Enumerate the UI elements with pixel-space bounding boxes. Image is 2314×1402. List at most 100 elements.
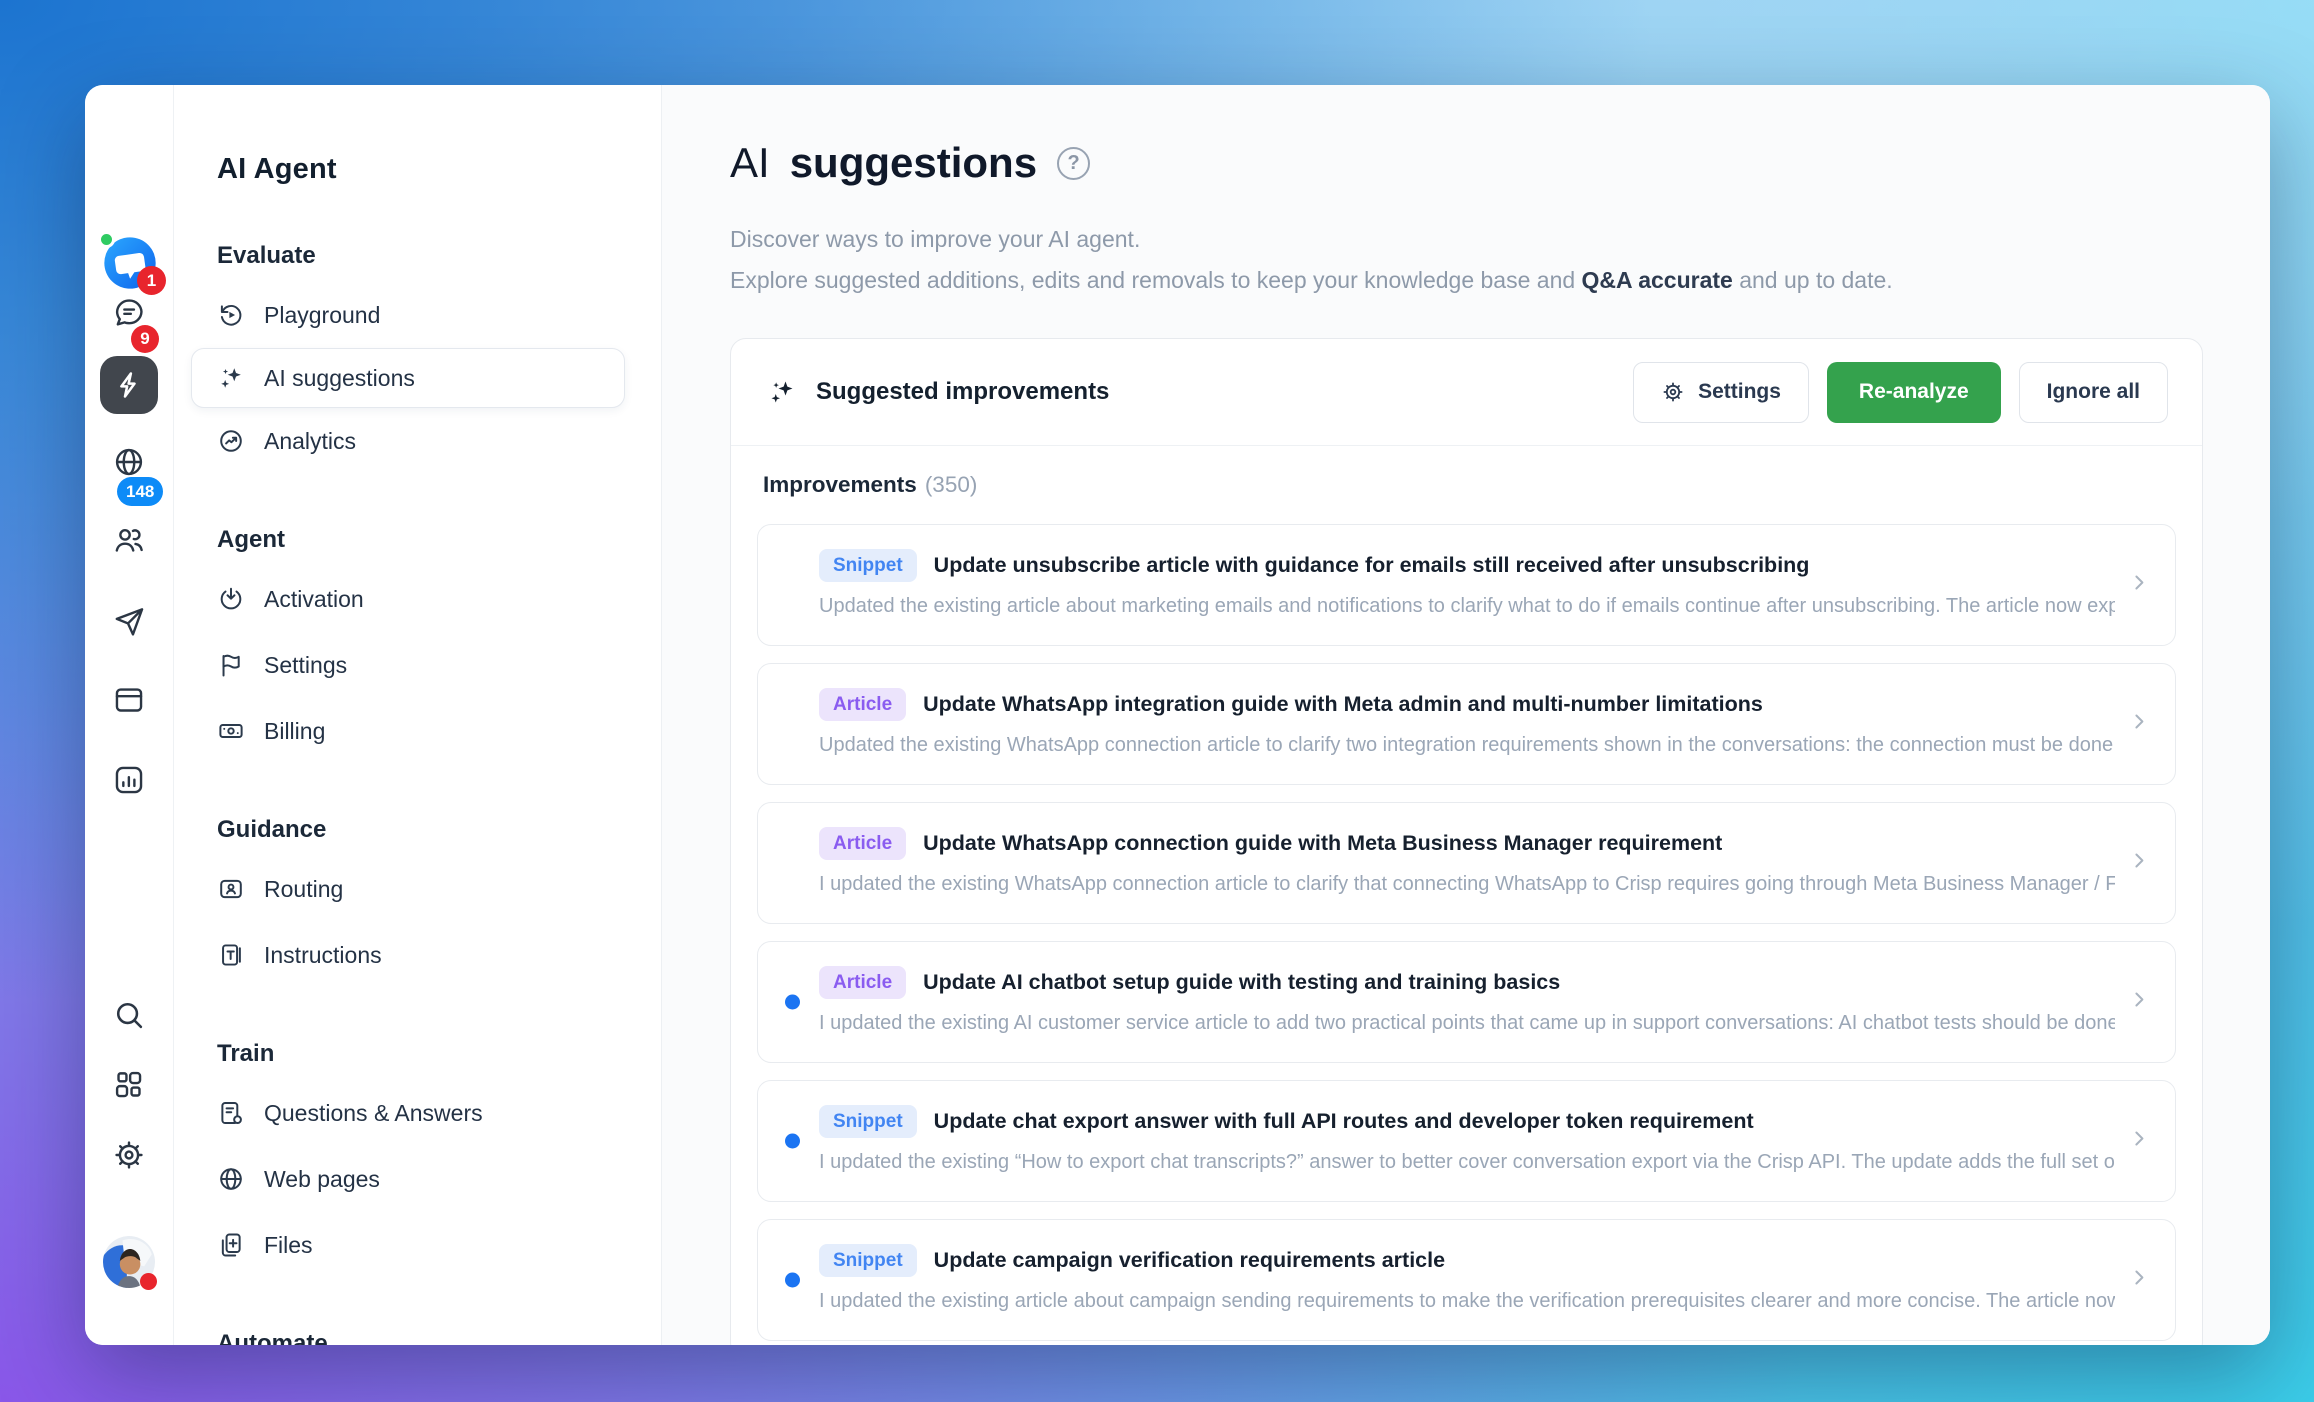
panel-body: Improvements (350) Snippet Update unsubsc… xyxy=(731,472,2202,1341)
online-presence-dot xyxy=(98,231,115,248)
type-badge: Article xyxy=(819,966,907,999)
improvements-counter: Improvements (350) xyxy=(763,472,2176,500)
sidebar-item-instructions[interactable]: Instructions xyxy=(217,922,661,988)
re-analyze-button[interactable]: Re-analyze xyxy=(1826,361,2001,423)
files-add-icon xyxy=(221,1233,241,1257)
banknote-icon xyxy=(219,724,243,738)
suggestion-description: I updated the existing article about cam… xyxy=(819,1290,2115,1312)
rail-item-campaigns[interactable] xyxy=(85,605,173,639)
sidebar-item-label: AI suggestions xyxy=(264,364,415,391)
ignore-all-button-label: Ignore all xyxy=(2046,380,2140,403)
type-badge: Snippet xyxy=(819,549,917,582)
sidebar-item-billing[interactable]: Billing xyxy=(217,698,661,764)
type-badge: Snippet xyxy=(819,1244,917,1277)
suggestion-row[interactable]: Article Update WhatsApp connection guide… xyxy=(757,802,2176,924)
globe-sync-icon xyxy=(115,448,143,476)
flag-icon xyxy=(222,654,240,677)
rail-item-inbox[interactable] xyxy=(85,296,173,330)
panel-title: Suggested improvements xyxy=(816,378,1110,405)
globe-icon xyxy=(220,1168,242,1190)
sidebar-item-analytics[interactable]: Analytics xyxy=(217,408,661,474)
sidebar-item-label: Questions & Answers xyxy=(264,1099,483,1126)
sidebar-item-web-pages[interactable]: Web pages xyxy=(217,1146,661,1212)
helpdesk-count-badge: 148 xyxy=(117,477,164,506)
rail-item-helpdesk[interactable] xyxy=(85,445,173,479)
panel-header: Suggested improvements Settings Re-analy… xyxy=(731,339,2202,446)
paper-plane-icon xyxy=(115,608,144,636)
section-evaluate: Evaluate xyxy=(217,242,316,269)
browser-window-icon xyxy=(115,688,143,712)
chevron-right-icon xyxy=(2127,710,2151,739)
main-content: AI suggestions ? Discover ways to improv… xyxy=(662,85,2270,1345)
suggestion-row[interactable]: Snippet Update campaign verification req… xyxy=(757,1219,2176,1341)
activation-icon xyxy=(220,587,242,610)
subtitle-2-bold: Q&A accurate xyxy=(1581,267,1733,293)
suggestion-title: Update chat export answer with full API … xyxy=(933,1109,1754,1133)
user-avatar[interactable] xyxy=(103,1236,157,1290)
sidebar-item-routing[interactable]: Routing xyxy=(217,856,661,922)
gear-icon xyxy=(1663,382,1683,402)
section-agent: Agent xyxy=(217,526,285,553)
rail-item-search[interactable] xyxy=(85,998,173,1032)
document-lines-icon xyxy=(221,1101,242,1125)
page-title-bold: suggestions xyxy=(789,139,1038,186)
chevron-right-icon xyxy=(2127,571,2151,600)
suggestion-description: I updated the existing “How to export ch… xyxy=(819,1151,2115,1173)
avatar-status-dot xyxy=(140,1273,157,1290)
sparkles-icon xyxy=(221,368,241,388)
lightning-bolt-icon xyxy=(120,372,136,398)
sidebar-item-label: Activation xyxy=(264,585,364,612)
chevron-right-icon xyxy=(2127,849,2151,878)
avatar-photo xyxy=(103,1236,155,1288)
ignore-all-button[interactable]: Ignore all xyxy=(2018,361,2168,423)
unread-dot xyxy=(785,1272,800,1288)
suggestion-row[interactable]: Snippet Update chat export answer with f… xyxy=(757,1080,2176,1202)
page-subtitle-2: Explore suggested additions, edits and r… xyxy=(730,266,2270,294)
page-title-light: AI xyxy=(730,139,770,186)
suggestion-title: Update WhatsApp connection guide with Me… xyxy=(923,831,1723,855)
unread-dot xyxy=(785,1133,800,1149)
sidebar-item-label: Routing xyxy=(264,875,344,902)
suggested-improvements-panel: Suggested improvements Settings Re-analy… xyxy=(730,338,2203,1345)
suggestion-row[interactable]: Article Update WhatsApp integration guid… xyxy=(757,663,2176,785)
suggestion-row[interactable]: Snippet Update unsubscribe article with … xyxy=(757,524,2176,646)
sidebar-title: AI Agent xyxy=(217,153,337,185)
users-icon xyxy=(115,529,143,552)
rail-item-plugins[interactable] xyxy=(85,1068,173,1102)
type-badge: Article xyxy=(819,688,907,721)
rail-item-settings[interactable] xyxy=(85,1138,173,1172)
rail-item-analytics[interactable] xyxy=(85,763,173,797)
replay-icon xyxy=(220,305,242,326)
search-icon xyxy=(116,1002,143,1029)
app-window: 1 9 148 xyxy=(85,85,2270,1345)
logo-notification-badge: 1 xyxy=(137,266,166,295)
workspace-logo[interactable]: 1 xyxy=(98,231,166,295)
sparkles-icon xyxy=(771,381,793,403)
sidebar-item-settings[interactable]: Settings xyxy=(217,632,661,698)
sidebar-item-files[interactable]: Files xyxy=(217,1212,661,1278)
sidebar-item-ai-suggestions[interactable]: AI suggestions xyxy=(191,348,625,408)
rail-item-widget[interactable] xyxy=(85,683,173,717)
page-subtitle-1: Discover ways to improve your AI agent. xyxy=(730,226,1141,252)
type-badge: Snippet xyxy=(819,1105,917,1138)
sidebar-item-playground[interactable]: Playground xyxy=(217,282,661,348)
id-badge-icon xyxy=(220,879,242,899)
settings-button[interactable]: Settings xyxy=(1633,361,1809,423)
section-guidance: Guidance xyxy=(217,816,327,843)
suggestion-description: I updated the existing AI customer servi… xyxy=(819,1012,2115,1034)
chevron-right-icon xyxy=(2127,1266,2151,1295)
sidebar-item-label: Instructions xyxy=(264,941,382,968)
rail-item-ai-agent-active[interactable] xyxy=(100,356,158,414)
suggestion-title: Update unsubscribe article with guidance… xyxy=(933,553,1810,577)
chevron-right-icon xyxy=(2127,1127,2151,1156)
unread-dot xyxy=(785,994,800,1010)
improvements-count: (350) xyxy=(924,472,978,497)
sidebar-item-questions-answers[interactable]: Questions & Answers xyxy=(217,1080,661,1146)
rail-item-contacts[interactable] xyxy=(85,523,173,557)
suggestion-row[interactable]: Article Update AI chatbot setup guide wi… xyxy=(757,941,2176,1063)
sidebar-item-activation[interactable]: Activation xyxy=(217,566,661,632)
icon-rail: 1 9 148 xyxy=(85,85,174,1345)
help-icon[interactable]: ? xyxy=(1057,146,1091,180)
bar-chart-icon xyxy=(115,766,143,794)
plugins-grid-icon xyxy=(115,1071,142,1098)
